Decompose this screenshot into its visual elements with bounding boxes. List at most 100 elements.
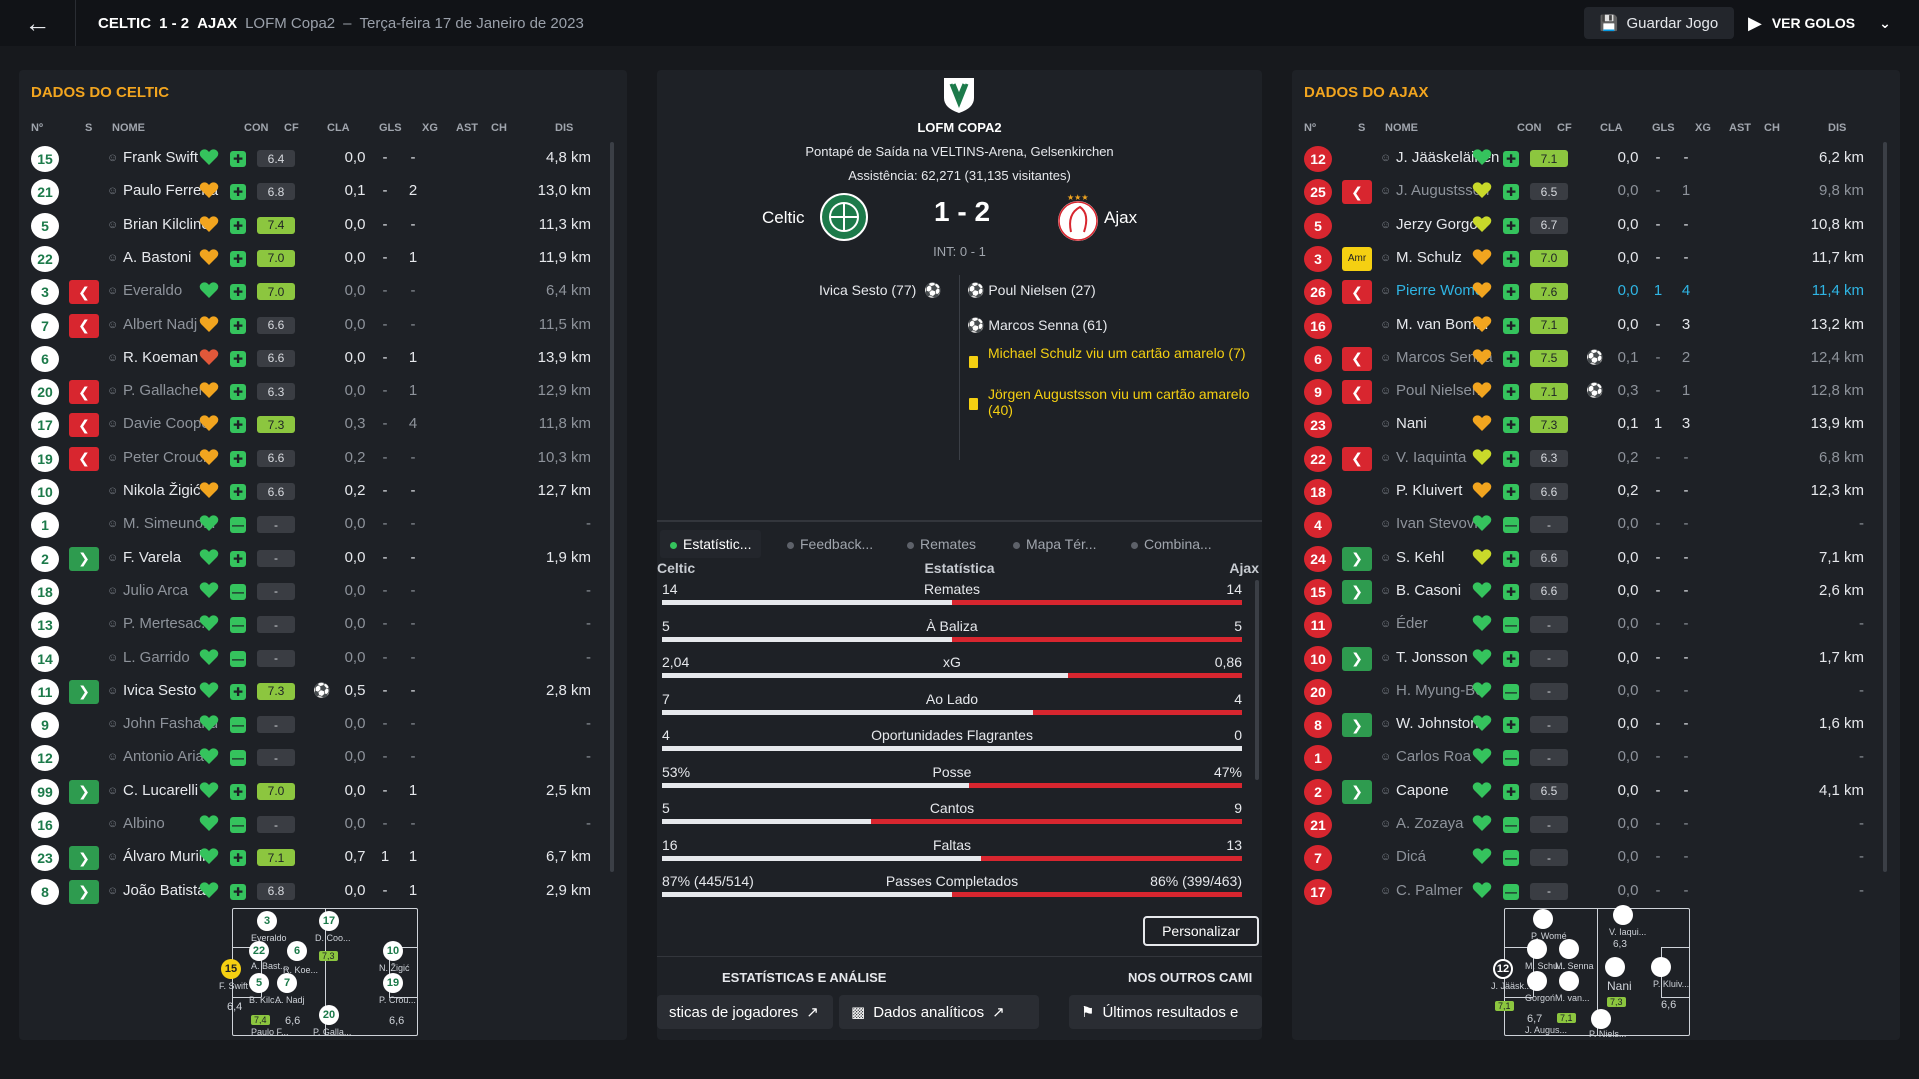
tab-statistics[interactable]: Estatístic... xyxy=(660,530,762,558)
col-dis[interactable]: DIS xyxy=(555,122,574,134)
player-marker[interactable]: 3 xyxy=(257,911,277,931)
col-name[interactable]: NOME xyxy=(112,122,145,134)
player-row[interactable]: 22 ❮ ☺ V. Iaquinta ✚ 6.3 0,2- -6,8 km xyxy=(1292,442,1900,475)
player-row[interactable]: 5 ☺ Jerzy Gorgoń ✚ 6.7 0,0- -10,8 km xyxy=(1292,209,1900,242)
col-con[interactable]: CON xyxy=(244,122,269,134)
player-name[interactable]: P. Gallacher xyxy=(123,382,204,400)
player-name[interactable]: J. Augustsson xyxy=(1396,182,1490,200)
player-name[interactable]: João Batista xyxy=(123,881,206,899)
player-row[interactable]: 2 ❯ ☺ F. Varela ✚ -0,0- -1,9 km xyxy=(19,542,627,575)
player-row[interactable]: 14 ☺ L. Garrido — -0,0- - - xyxy=(19,642,627,675)
player-row[interactable]: 24 ❯ ☺ S. Kehl ✚ 6.6 0,0- -7,1 km xyxy=(1292,542,1900,575)
player-row[interactable]: 22 ☺ A. Bastoni ✚ 7.0 0,0- 1 11,9 km xyxy=(19,242,627,275)
player-name[interactable]: Brian Kilcline xyxy=(123,215,210,233)
celtic-formation-pitch[interactable]: 3 Everaldo 17 D. Coo... 7,3 22 A. Bast..… xyxy=(219,908,418,1037)
col-ast[interactable]: AST xyxy=(1729,122,1751,134)
yellow-card-event[interactable]: Jörgen Augustsson viu um cartão amarelo … xyxy=(988,386,1250,418)
player-row[interactable]: 17 ❮ ☺ Davie Cooper ✚ 7.3 0,3- 4 11,8 km xyxy=(19,408,627,441)
col-num[interactable]: Nº xyxy=(31,122,43,134)
player-marker[interactable] xyxy=(1527,939,1547,959)
player-row[interactable]: 3 Amr ☺ M. Schulz ✚ 7.0 0,0- -11,7 km xyxy=(1292,242,1900,275)
player-name[interactable]: R. Koeman xyxy=(123,348,199,366)
player-row[interactable]: 10 ☺ Nikola Žigić ✚ 6.6 0,2- -12,7 km xyxy=(19,475,627,508)
player-name[interactable]: Frank Swift xyxy=(123,149,199,166)
player-name[interactable]: C. Lucarelli xyxy=(123,781,199,799)
home-team-name[interactable]: Celtic xyxy=(762,208,805,227)
latest-results-button[interactable]: ⚑ Últimos resultados e xyxy=(1069,995,1262,1029)
player-marker[interactable] xyxy=(1527,971,1547,991)
scrollbar[interactable] xyxy=(1255,580,1259,780)
player-name[interactable]: C. Palmer xyxy=(1396,881,1463,899)
ajax-crest-icon[interactable]: ★★★ xyxy=(1053,192,1103,242)
player-marker[interactable]: 17 xyxy=(319,911,339,931)
player-name[interactable]: Éder xyxy=(1396,615,1428,633)
col-gls[interactable]: GLS xyxy=(1652,122,1675,134)
col-cf[interactable]: CF xyxy=(1557,122,1572,134)
player-name[interactable]: Dicá xyxy=(1396,848,1427,866)
player-row[interactable]: 23 ❯ ☺ Álvaro Murillo ✚ 7.1 0,7 1 1 6,7 km xyxy=(19,841,627,874)
player-name[interactable]: L. Garrido xyxy=(123,648,190,666)
player-row[interactable]: 17 ☺ C. Palmer — -0,0- - - xyxy=(1292,875,1900,908)
player-name[interactable]: Ivan Stevovic xyxy=(1396,515,1486,533)
player-name[interactable]: John Fashanu xyxy=(123,715,219,733)
player-marker[interactable] xyxy=(1651,957,1671,977)
back-arrow-icon[interactable]: ← xyxy=(0,0,76,46)
player-row[interactable]: 3 ❮ ☺ Everaldo ✚ 7.0 0,0- -6,4 km xyxy=(19,275,627,308)
tab-shots[interactable]: Remates xyxy=(907,536,976,552)
player-row[interactable]: 2 ❯ ☺ Capone ✚ 6.5 0,0- -4,1 km xyxy=(1292,775,1900,808)
player-marker[interactable]: 7 xyxy=(277,973,297,993)
player-row[interactable]: 11 ❯ ☺ Ivica Sesto ✚ 7.3 ⚽ 0,5- -2,8 km xyxy=(19,675,627,708)
player-row[interactable]: 99 ❯ ☺ C. Lucarelli ✚ 7.0 0,0- 1 2,5 km xyxy=(19,775,627,808)
player-row[interactable]: 20 ☺ H. Myung-Bo — -0,0- - - xyxy=(1292,675,1900,708)
player-row[interactable]: 8 ❯ ☺ João Batista ✚ 6.8 0,0- 1 2,9 km xyxy=(19,875,627,908)
player-row[interactable]: 7 ☺ Dicá — -0,0- - - xyxy=(1292,841,1900,874)
player-marker[interactable] xyxy=(1533,909,1553,929)
save-game-button[interactable]: 💾 Guardar Jogo xyxy=(1584,7,1734,39)
player-marker-gk[interactable]: 15 xyxy=(221,959,241,979)
customize-button[interactable]: Personalizar xyxy=(1143,916,1259,946)
col-con[interactable]: CON xyxy=(1517,122,1542,134)
player-row[interactable]: 8 ❯ ☺ W. Johnston ✚ -0,0- -1,6 km xyxy=(1292,708,1900,741)
player-marker[interactable]: 22 xyxy=(249,941,269,961)
player-marker[interactable]: 10 xyxy=(383,941,403,961)
away-goal-event[interactable]: ⚽ Poul Nielsen (27) xyxy=(967,282,1096,299)
player-name[interactable]: P. Mertesac... xyxy=(123,615,214,633)
player-name[interactable]: V. Iaquinta xyxy=(1396,448,1467,466)
player-name[interactable]: Julio Arca xyxy=(123,581,189,599)
home-goal-event[interactable]: Ivica Sesto (77) ⚽ xyxy=(819,282,942,299)
player-row[interactable]: 15 ☺ Frank Swift ✚ 6.4 0,0- -4,8 km xyxy=(19,142,627,175)
chevron-down-icon[interactable]: ⌄ xyxy=(1879,14,1891,31)
player-row[interactable]: 20 ❮ ☺ P. Gallacher ✚ 6.3 0,0- 1 12,9 km xyxy=(19,375,627,408)
player-marker[interactable]: 5 xyxy=(249,973,269,993)
player-name[interactable]: Marcos Senna xyxy=(1396,348,1493,366)
player-row[interactable]: 6 ❮ ☺ Marcos Senna ✚ 7.5 ⚽ 0,1- 2 12,4 km xyxy=(1292,342,1900,375)
player-row[interactable]: 4 ☺ Ivan Stevovic — -0,0- - - xyxy=(1292,508,1900,541)
player-name[interactable]: A. Bastoni xyxy=(123,248,192,266)
player-stats-button[interactable]: sticas de jogadores ↗ xyxy=(657,995,833,1029)
player-name[interactable]: H. Myung-Bo xyxy=(1396,681,1484,699)
player-name[interactable]: M. Schulz xyxy=(1396,248,1462,266)
scrollbar[interactable] xyxy=(610,142,614,872)
player-name[interactable]: A. Zozaya xyxy=(1396,815,1464,832)
player-row[interactable]: 15 ❯ ☺ B. Casoni ✚ 6.6 0,0- -2,6 km xyxy=(1292,575,1900,608)
col-dis[interactable]: DIS xyxy=(1828,122,1847,134)
player-row[interactable]: 16 ☺ Albino — -0,0- - - xyxy=(19,808,627,841)
player-name[interactable]: Peter Crouch xyxy=(123,448,212,466)
player-row[interactable]: 21 ☺ A. Zozaya — -0,0- - - xyxy=(1292,808,1900,841)
player-marker[interactable]: 19 xyxy=(383,973,403,993)
ajax-formation-pitch[interactable]: 12 J. Jääsk... 7,1 P. Womé V. Iaqui... 6… xyxy=(1491,905,1690,1039)
player-row[interactable]: 12 ☺ Antonio Arias — -0,0- - - xyxy=(19,741,627,774)
player-name[interactable]: F. Varela xyxy=(123,548,182,566)
col-cla[interactable]: CLA xyxy=(327,122,350,134)
col-s[interactable]: S xyxy=(85,122,93,134)
player-row[interactable]: 21 ☺ Paulo Ferreira ✚ 6.8 0,1- 2 13,0 km xyxy=(19,175,627,208)
player-name[interactable]: S. Kehl xyxy=(1396,548,1445,566)
player-row[interactable]: 5 ☺ Brian Kilcline ✚ 7.4 0,0- -11,3 km xyxy=(19,209,627,242)
player-name[interactable]: Carlos Roa xyxy=(1396,748,1472,766)
player-marker[interactable] xyxy=(1559,939,1579,959)
away-team-name[interactable]: Ajax xyxy=(1104,208,1138,227)
col-num[interactable]: Nº xyxy=(1304,122,1316,134)
player-name[interactable]: P. Kluivert xyxy=(1396,482,1463,499)
player-name[interactable]: Ivica Sesto xyxy=(123,681,197,699)
player-name[interactable]: B. Casoni xyxy=(1396,581,1462,599)
